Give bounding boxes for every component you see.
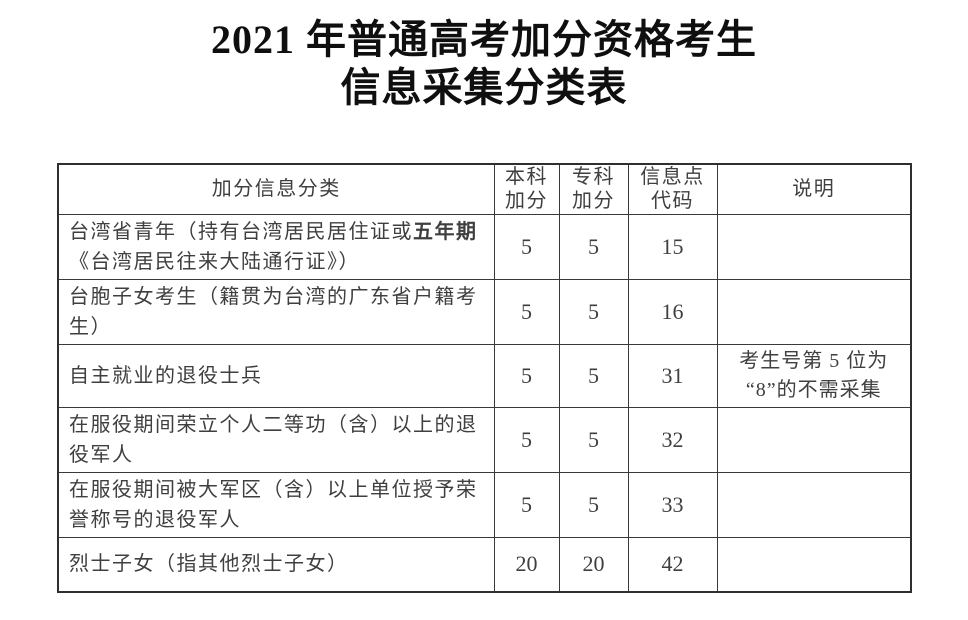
info-code-cell: 16 xyxy=(627,278,718,345)
specialist-score-cell: 5 xyxy=(558,213,629,280)
category-header: 加分信息分类 xyxy=(57,163,495,215)
category-text: 自主就业的退役士兵 xyxy=(69,364,263,387)
note-line2: “8”的不需采集 xyxy=(745,378,882,401)
note-line1: 考生号第 5 位为 xyxy=(739,349,889,372)
category-cell: 自主就业的退役士兵 xyxy=(57,343,495,408)
page-title: 2021 年普通高考加分资格考生 信息采集分类表 xyxy=(0,16,968,112)
undergrad-score-cell: 5 xyxy=(493,278,560,345)
category-text: 烈士子女（指其他烈士子女） xyxy=(69,553,349,576)
category-cell: 在服役期间被大军区（含）以上单位授予荣誉称号的退役军人 xyxy=(57,471,495,538)
info-code-cell: 42 xyxy=(627,536,718,593)
page-title-line1: 2021 年普通高考加分资格考生 xyxy=(211,17,757,62)
category-cell: 烈士子女（指其他烈士子女） xyxy=(57,536,495,593)
category-text: 台湾省青年（持有台湾居民居住证或 xyxy=(69,220,413,243)
undergrad-score-cell: 5 xyxy=(493,343,560,408)
undergrad-score-cell: 5 xyxy=(493,471,560,538)
info-code-cell: 32 xyxy=(627,406,718,473)
page-title-line2: 信息采集分类表 xyxy=(340,65,628,110)
info-code-cell: 15 xyxy=(627,213,718,280)
category-text: 台胞子女考生（籍贯为台湾的广东省户籍考生） xyxy=(69,285,478,338)
undergrad-score-cell: 5 xyxy=(493,406,560,473)
undergrad-header-line2: 加分 xyxy=(505,190,548,213)
specialist-score-cell: 20 xyxy=(558,536,629,593)
undergrad-header-line1: 本科 xyxy=(505,166,548,189)
table-row: 台湾省青年（持有台湾居民居住证或五年期《台湾居民往来大陆通行证》） 5 5 15 xyxy=(57,213,912,280)
category-cell: 在服役期间荣立个人二等功（含）以上的退役军人 xyxy=(57,406,495,473)
undergrad-score-cell: 20 xyxy=(493,536,560,593)
info-code-header: 信息点 代码 xyxy=(627,163,718,215)
info-code-header-line2: 代码 xyxy=(651,190,694,213)
specialist-score-cell: 5 xyxy=(558,343,629,408)
specialist-score-cell: 5 xyxy=(558,471,629,538)
category-cell: 台胞子女考生（籍贯为台湾的广东省户籍考生） xyxy=(57,278,495,345)
table-row: 台胞子女考生（籍贯为台湾的广东省户籍考生） 5 5 16 xyxy=(57,278,912,345)
undergrad-score-header: 本科 加分 xyxy=(493,163,560,215)
info-code-cell: 31 xyxy=(627,343,718,408)
undergrad-score-cell: 5 xyxy=(493,213,560,280)
table-row: 烈士子女（指其他烈士子女） 20 20 42 xyxy=(57,536,912,593)
specialist-score-cell: 5 xyxy=(558,406,629,473)
category-text: 在服役期间荣立个人二等功（含）以上的退役军人 xyxy=(69,413,478,466)
table-row: 自主就业的退役士兵 5 5 31 考生号第 5 位为 “8”的不需采集 xyxy=(57,343,912,408)
note-cell xyxy=(716,278,912,345)
specialist-score-header: 专科 加分 xyxy=(558,163,629,215)
category-bold-text: 五年期 xyxy=(413,220,478,243)
note-header: 说明 xyxy=(716,163,912,215)
note-cell xyxy=(716,471,912,538)
note-cell xyxy=(716,406,912,473)
table-row: 在服役期间荣立个人二等功（含）以上的退役军人 5 5 32 xyxy=(57,406,912,473)
note-cell xyxy=(716,536,912,593)
classification-table-wrap: 加分信息分类 本科 加分 专科 加分 信息点 代码 说明 xyxy=(57,163,912,593)
info-code-header-line1: 信息点 xyxy=(640,166,705,189)
specialist-header-line2: 加分 xyxy=(572,190,615,213)
note-cell xyxy=(716,213,912,280)
category-cell: 台湾省青年（持有台湾居民居住证或五年期《台湾居民往来大陆通行证》） xyxy=(57,213,495,280)
classification-table: 加分信息分类 本科 加分 专科 加分 信息点 代码 说明 xyxy=(57,163,912,593)
specialist-header-line1: 专科 xyxy=(572,166,615,189)
info-code-cell: 33 xyxy=(627,471,718,538)
specialist-score-cell: 5 xyxy=(558,278,629,345)
category-text: 在服役期间被大军区（含）以上单位授予荣誉称号的退役军人 xyxy=(69,478,478,531)
category-text-suffix: 《台湾居民往来大陆通行证》） xyxy=(69,250,360,273)
table-header-row: 加分信息分类 本科 加分 专科 加分 信息点 代码 说明 xyxy=(57,163,912,215)
note-cell: 考生号第 5 位为 “8”的不需采集 xyxy=(716,343,912,408)
table-row: 在服役期间被大军区（含）以上单位授予荣誉称号的退役军人 5 5 33 xyxy=(57,471,912,538)
